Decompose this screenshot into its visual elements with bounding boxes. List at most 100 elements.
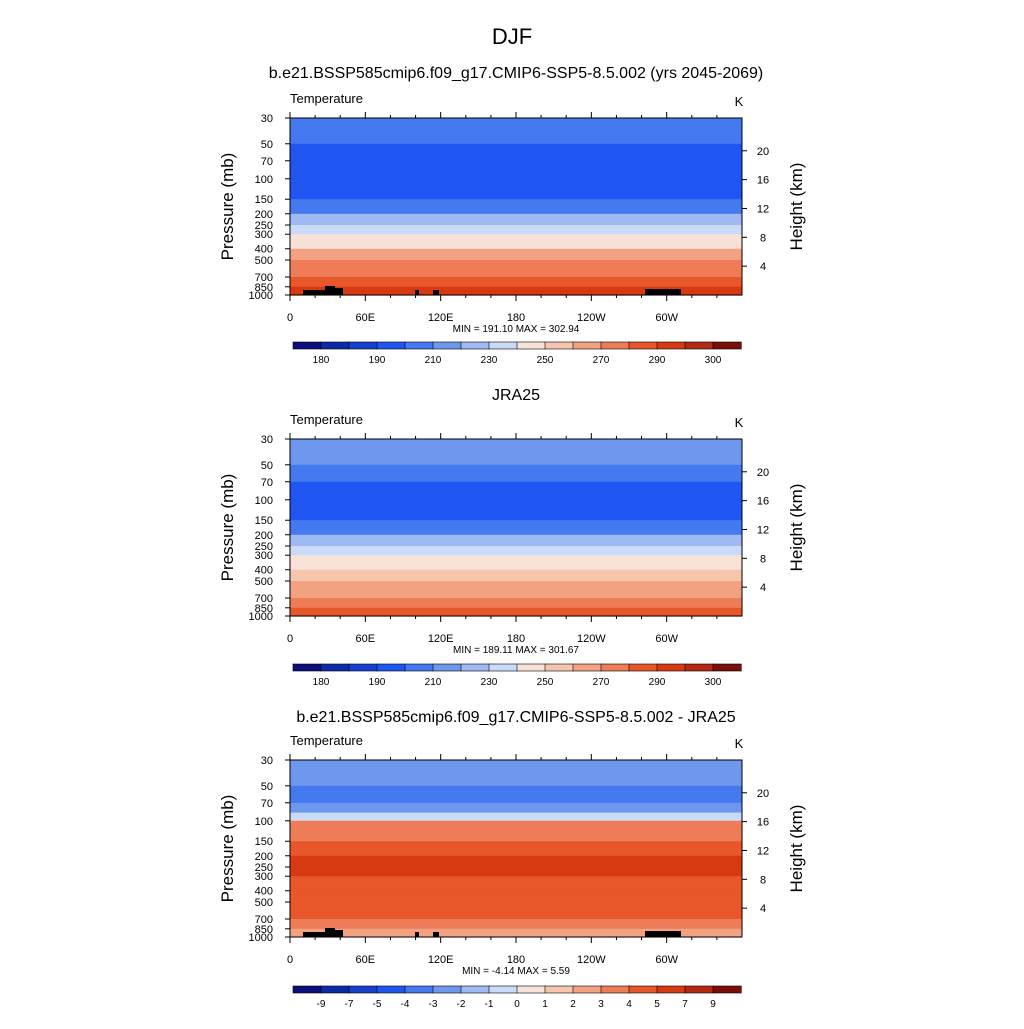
y-tick-label: 50 <box>261 781 273 793</box>
contour-band <box>290 546 742 556</box>
y-tick-label: 400 <box>255 886 273 898</box>
x-tick-label: 120W <box>577 633 606 645</box>
colorbar-swatch <box>404 663 434 672</box>
y2-axis: 20 16 12 8 4 <box>742 467 769 594</box>
colorbar-label: 9 <box>710 999 716 1010</box>
colorbar-swatch <box>292 341 322 350</box>
y-tick-label: 30 <box>261 434 273 446</box>
colorbar-label: 250 <box>537 355 554 366</box>
colorbar-swatch <box>460 341 490 350</box>
units-label: K <box>735 736 744 751</box>
y-tick-label: 300 <box>255 871 273 883</box>
y2-tick-label: 20 <box>757 467 769 479</box>
y2-axis-label: Height (km) <box>787 484 806 572</box>
contour-band <box>290 118 742 145</box>
y2-tick-label: 4 <box>760 261 766 273</box>
terrain-block <box>303 290 325 295</box>
y-tick-label: 1000 <box>249 932 273 944</box>
min-max-stats: MIN = 191.10 MAX = 302.94 <box>453 324 580 335</box>
y-tick-label: 500 <box>255 576 273 588</box>
colorbar-label: 190 <box>369 355 386 366</box>
colorbar-swatch <box>320 341 350 350</box>
x-axis: 0 60E 120E 180 120W 60W <box>287 433 718 645</box>
x-tick-label: 60E <box>356 312 376 324</box>
colorbar-label: -7 <box>345 999 354 1010</box>
colorbar-label: 3 <box>598 999 604 1010</box>
y-tick-label: 700 <box>255 914 273 926</box>
panel-3: b.e21.BSSP585cmip6.f09_g17.CMIP6-SSP5-8.… <box>218 709 806 1010</box>
contour-band <box>290 919 742 930</box>
terrain-block <box>335 288 343 295</box>
x-tick-label: 60E <box>356 633 376 645</box>
y2-tick-label: 20 <box>757 146 769 158</box>
panel-1: b.e21.BSSP585cmip6.f09_g17.CMIP6-SSP5-8.… <box>218 65 806 366</box>
x-tick-label: 120W <box>577 312 606 324</box>
colorbar-swatch <box>320 985 350 994</box>
colorbar-swatch <box>516 341 546 350</box>
x-tick-label: 180 <box>507 954 525 966</box>
contour-band <box>290 213 742 226</box>
colorbar-swatch <box>544 985 574 994</box>
y-tick-label: 1000 <box>249 611 273 623</box>
y2-tick-label: 4 <box>760 903 766 915</box>
terrain-mask <box>303 928 681 937</box>
colorbar-swatch <box>544 341 574 350</box>
y2-tick-label: 12 <box>757 845 769 857</box>
y-tick-label: 250 <box>255 220 273 232</box>
colorbar-label: 230 <box>481 677 498 688</box>
colorbar-swatch <box>432 341 462 350</box>
colorbar-swatch <box>572 663 602 672</box>
variable-label: Temperature <box>290 91 363 106</box>
x-tick-label: 0 <box>287 312 293 324</box>
colorbar-swatch <box>600 663 630 672</box>
y-tick-label: 70 <box>261 477 273 489</box>
colorbar-label: 180 <box>313 677 330 688</box>
colorbar-label: 180 <box>313 355 330 366</box>
colorbar-swatch <box>292 985 322 994</box>
terrain-block <box>415 290 419 295</box>
variable-label: Temperature <box>290 733 363 748</box>
contour-band <box>290 581 742 599</box>
terrain-mask <box>303 286 681 295</box>
x-tick-label: 60W <box>655 954 678 966</box>
colorbar: 180 190 210 230 250 270 290 300 <box>292 341 742 366</box>
y-axis-label: Pressure (mb) <box>218 795 237 903</box>
colorbar-label: 300 <box>705 355 722 366</box>
terrain-block <box>433 932 439 937</box>
contour-band <box>290 820 742 842</box>
x-tick-label: 0 <box>287 954 293 966</box>
x-tick-label: 120E <box>428 312 454 324</box>
colorbar-label: 210 <box>425 677 442 688</box>
panel-title: b.e21.BSSP585cmip6.f09_g17.CMIP6-SSP5-8.… <box>269 65 764 82</box>
y-tick-label: 30 <box>261 113 273 125</box>
colorbar: 180 190 210 230 250 270 290 300 <box>292 663 742 688</box>
x-tick-label: 120E <box>428 954 454 966</box>
colorbar-label: 210 <box>425 355 442 366</box>
colorbar-swatch <box>712 663 742 672</box>
y2-axis-label: Height (km) <box>787 163 806 251</box>
y2-tick-label: 20 <box>757 788 769 800</box>
contour-band <box>290 928 742 938</box>
y-tick-label: 70 <box>261 798 273 810</box>
colorbar-label: 300 <box>705 677 722 688</box>
x-tick-label: 180 <box>507 633 525 645</box>
colorbar-swatch <box>404 985 434 994</box>
colorbar-swatch <box>712 985 742 994</box>
contour-band <box>290 178 742 200</box>
terrain-block <box>645 931 681 937</box>
y-tick-label: 300 <box>255 550 273 562</box>
colorbar-swatch <box>628 341 658 350</box>
y-tick-label: 250 <box>255 862 273 874</box>
contour-band <box>290 598 742 609</box>
y-tick-label: 150 <box>255 836 273 848</box>
y2-axis: 20 16 12 8 4 <box>742 146 769 273</box>
y-tick-label: 30 <box>261 755 273 767</box>
y-tick-label: 100 <box>255 495 273 507</box>
units-label: K <box>735 415 744 430</box>
y-tick-label: 250 <box>255 541 273 553</box>
contour-band <box>290 812 742 822</box>
y2-axis: 20 16 12 8 4 <box>742 788 769 915</box>
